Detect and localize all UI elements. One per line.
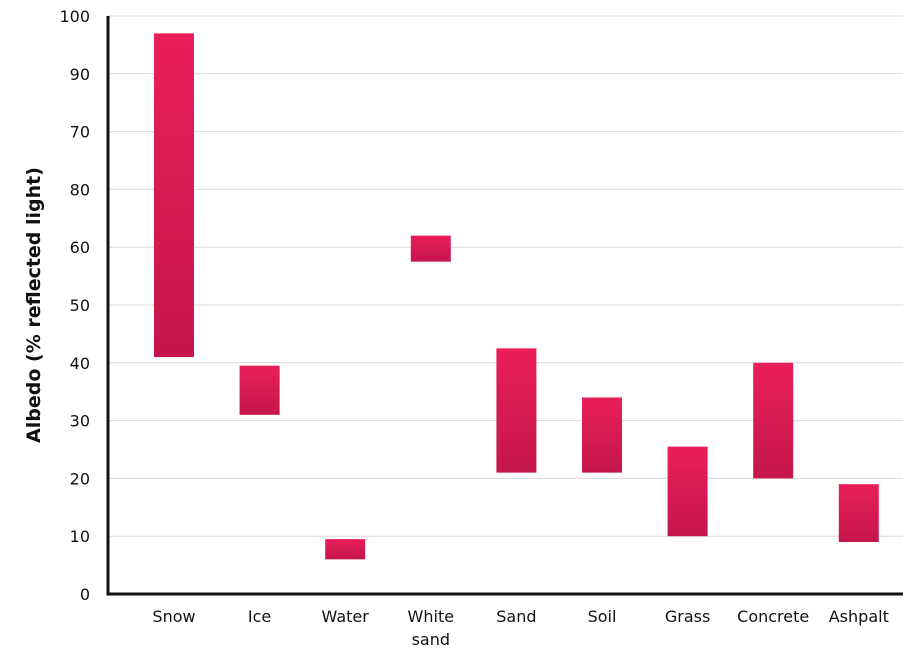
x-category-label: Ashpalt (829, 607, 889, 626)
range-bar (753, 363, 793, 479)
y-tick-label: 100 (59, 7, 90, 26)
bar-layer (154, 33, 879, 559)
y-tick-label: 70 (70, 123, 90, 142)
x-category-label: Water (322, 607, 370, 626)
range-bar (325, 539, 365, 559)
x-category-label: Soil (588, 607, 617, 626)
x-category-label: Snow (152, 607, 195, 626)
x-category-label: Concrete (737, 607, 809, 626)
y-tick-label: 50 (70, 296, 90, 315)
y-tick-label: 80 (70, 180, 90, 199)
range-bar (154, 33, 194, 357)
x-category-label: Sand (496, 607, 536, 626)
y-tick-label: 0 (80, 585, 90, 604)
y-tick-label: 30 (70, 412, 90, 431)
y-axis-title: Albedo (% reflected light) (23, 167, 45, 443)
y-tick-label: 90 (70, 65, 90, 84)
y-tick-label: 10 (70, 527, 90, 546)
x-category-label: White (408, 607, 455, 626)
range-bar (668, 447, 708, 537)
range-bar (411, 236, 451, 262)
range-bar (240, 366, 280, 415)
range-bar (839, 484, 879, 542)
range-bar (496, 348, 536, 472)
y-tick-label: 40 (70, 354, 90, 373)
x-category-label: Grass (665, 607, 710, 626)
x-category-label: Ice (248, 607, 271, 626)
x-category-label: sand (412, 630, 450, 649)
y-tick-label: 60 (70, 238, 90, 257)
range-bar (582, 397, 622, 472)
y-tick-label: 20 (70, 469, 90, 488)
